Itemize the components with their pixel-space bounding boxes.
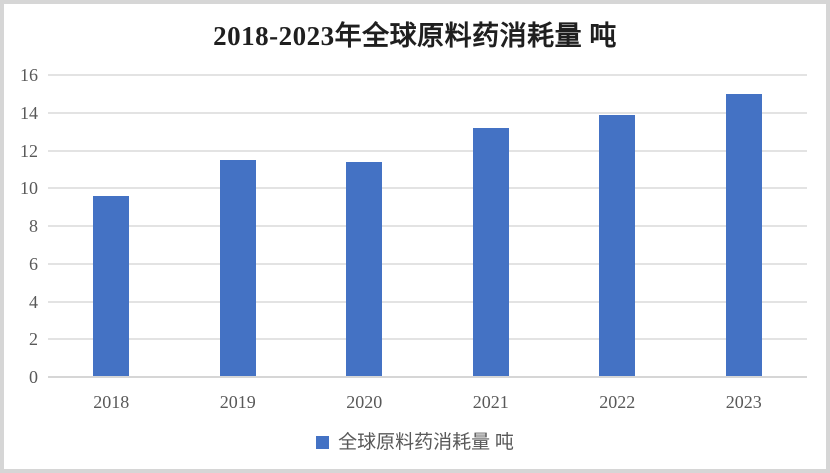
- y-axis: 0 2 4 6 8 10 12 14 16: [4, 66, 38, 386]
- gridline-14: [48, 111, 807, 114]
- bar-2022: [599, 114, 636, 377]
- bar-2018: [93, 195, 130, 377]
- x-tick-label-2023: 2023: [725, 392, 762, 412]
- chart-title: 2018-2023年全球原料药消耗量 吨: [213, 21, 617, 51]
- bar-slot-2019: [175, 75, 302, 377]
- gridline-10: [48, 187, 807, 190]
- legend-label: 全球原料药消耗量 吨: [338, 432, 514, 453]
- gridline-12: [48, 149, 807, 152]
- x-tick-label-2019: 2019: [219, 392, 256, 412]
- bar-slot-2023: [681, 75, 808, 377]
- gridline-0: [48, 376, 807, 378]
- plot-area: [48, 74, 807, 378]
- bar-series: [48, 75, 807, 377]
- x-tick-label-2021: 2021: [472, 392, 509, 412]
- bar-slot-2022: [554, 75, 681, 377]
- bar-2020: [346, 161, 383, 377]
- x-tick-label-2018: 2018: [93, 392, 130, 412]
- bar-slot-2018: [48, 75, 175, 377]
- y-tick-label-8: 8: [29, 216, 38, 236]
- y-tick-label-16: 16: [20, 65, 38, 85]
- legend-swatch-icon: [316, 436, 330, 449]
- bar-2021: [472, 127, 509, 377]
- bar-2023: [725, 93, 762, 377]
- gridline-16: [48, 74, 807, 76]
- y-tick-label-2: 2: [29, 329, 38, 350]
- y-tick-label-14: 14: [20, 102, 38, 123]
- y-tick-label-4: 4: [29, 291, 38, 312]
- x-tick-label-2020: 2020: [346, 392, 383, 412]
- x-axis: 2018 2019 2020 2021 2022 2023: [48, 392, 807, 414]
- bar-slot-2020: [301, 75, 428, 377]
- gridline-6: [48, 262, 807, 265]
- bar-2019: [219, 159, 256, 377]
- legend: 全球原料药消耗量 吨: [4, 433, 826, 452]
- gridline-2: [48, 338, 807, 341]
- y-tick-label-6: 6: [29, 253, 38, 274]
- y-tick-label-12: 12: [20, 140, 38, 161]
- gridline-4: [48, 300, 807, 303]
- bar-slot-2021: [428, 75, 555, 377]
- x-tick-label-2022: 2022: [599, 392, 636, 412]
- y-tick-label-0: 0: [29, 367, 38, 387]
- gridline-8: [48, 225, 807, 227]
- y-tick-label-10: 10: [20, 178, 38, 199]
